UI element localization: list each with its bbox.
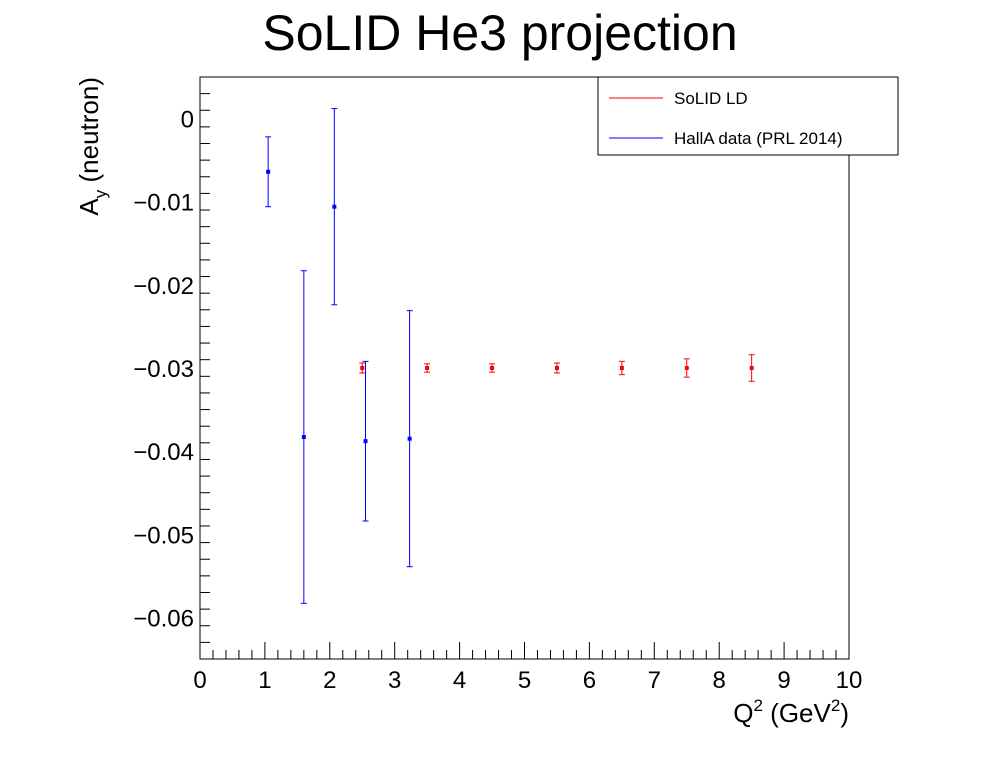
point-marker xyxy=(490,366,495,370)
data-point xyxy=(553,362,560,374)
point-marker xyxy=(684,366,689,370)
y-axis-label-base: A xyxy=(74,198,104,216)
x-axis-tick-labels: 0 1 2 3 4 5 6 7 8 9 10 xyxy=(193,667,862,694)
legend-label: SoLID LD xyxy=(674,89,748,108)
point-marker xyxy=(425,366,430,370)
y-tick-label: −0.03 xyxy=(133,356,194,383)
legend: SoLID LD HallA data (PRL 2014) xyxy=(597,76,899,156)
x-tick-label: 9 xyxy=(777,667,790,694)
data-point xyxy=(748,354,755,382)
data-point xyxy=(406,310,413,568)
data-point xyxy=(359,362,366,374)
y-tick-label: −0.05 xyxy=(133,522,194,549)
y-axis-label-rest: (neutron) xyxy=(74,77,104,190)
x-axis-label-end: ) xyxy=(840,698,849,728)
x-tick-label: 2 xyxy=(323,667,336,694)
point-marker xyxy=(749,366,754,370)
y-tick-label: −0.04 xyxy=(133,439,194,466)
x-axis-label-base: Q xyxy=(733,698,753,728)
chart-title: SoLID He3 projection xyxy=(262,5,737,61)
x-axis-label-sup: 2 xyxy=(753,696,762,715)
x-tick-label: 0 xyxy=(193,667,206,694)
point-marker xyxy=(266,169,271,174)
y-tick-label: −0.06 xyxy=(133,605,194,632)
legend-label: HallA data (PRL 2014) xyxy=(674,129,843,148)
data-point xyxy=(424,363,431,373)
data-point xyxy=(265,136,272,208)
y-tick-label: −0.02 xyxy=(133,273,194,300)
y-axis-tick-labels: 0 −0.01 −0.02 −0.03 −0.04 −0.05 −0.06 xyxy=(133,107,194,633)
legend-box xyxy=(597,76,899,156)
y-axis-label-sub: y xyxy=(91,189,110,198)
point-marker xyxy=(301,435,306,440)
point-marker xyxy=(407,436,412,441)
data-point xyxy=(489,363,496,373)
point-marker xyxy=(554,366,559,370)
x-axis-label-sup2: 2 xyxy=(831,696,840,715)
y-tick-label: 0 xyxy=(181,107,194,134)
series-layer xyxy=(265,108,755,604)
x-tick-label: 4 xyxy=(453,667,466,694)
data-point xyxy=(683,358,690,378)
point-marker xyxy=(363,439,368,444)
point-marker xyxy=(332,204,337,209)
x-tick-label: 3 xyxy=(388,667,401,694)
x-axis-label-mid: (GeV xyxy=(763,698,832,728)
x-axis-label: Q2 (GeV2) xyxy=(733,696,849,728)
point-marker xyxy=(360,366,365,370)
series-0 xyxy=(359,354,755,382)
x-tick-label: 7 xyxy=(648,667,661,694)
x-axis-ticks xyxy=(199,642,850,659)
y-axis-ticks xyxy=(200,76,210,660)
x-tick-label: 6 xyxy=(583,667,596,694)
legend-entries: SoLID LD HallA data (PRL 2014) xyxy=(609,89,843,148)
x-tick-label: 8 xyxy=(713,667,726,694)
x-tick-label: 10 xyxy=(836,667,863,694)
y-tick-label: −0.01 xyxy=(133,190,194,217)
point-marker xyxy=(619,366,624,370)
data-point xyxy=(331,108,338,306)
x-tick-label: 5 xyxy=(518,667,531,694)
series-1 xyxy=(265,108,413,604)
y-axis-label: Ay (neutron) xyxy=(74,77,110,216)
data-point xyxy=(362,360,369,522)
data-point xyxy=(300,270,307,604)
data-point xyxy=(618,360,625,376)
x-tick-label: 1 xyxy=(258,667,271,694)
